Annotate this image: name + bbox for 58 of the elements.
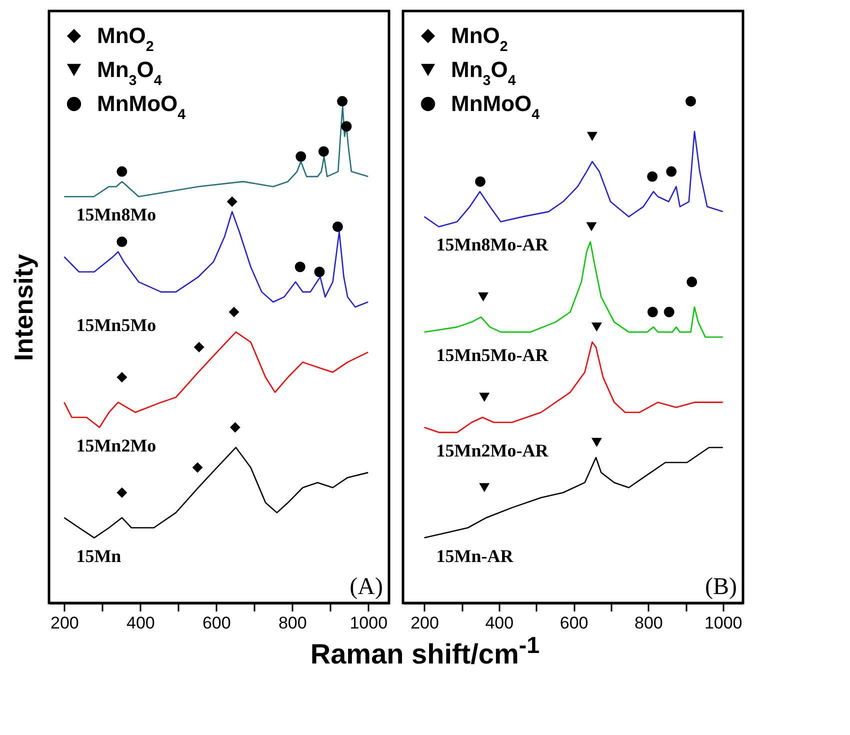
point [116,487,128,498]
series-label: 15Mn2Mo [76,435,156,456]
series-label: 15Mn-AR [436,546,514,566]
point [591,438,602,447]
point [666,166,677,177]
series-label: 15Mn [76,546,122,566]
x-tick-label: 400 [485,614,514,632]
point [647,306,658,318]
legend-label: MnO$_{2}$ [97,23,154,55]
point [686,276,698,288]
legend-label: MnMoO$_{4}$ [97,91,186,123]
point [194,342,204,352]
point [337,96,348,107]
legend-label: MnMoO$_{4}$ [451,91,540,123]
point [294,262,306,272]
x-tick-label: 1000 [350,614,388,632]
legend-label: Mn$_{3}$O$_{4}$ [97,57,162,89]
point [647,171,658,182]
annotation: (A) [350,574,383,600]
point [664,306,674,318]
x-tick-label: 800 [634,614,663,632]
y-axis-title: Intensity [8,254,38,361]
point [686,96,696,107]
series-label: 15Mn2Mo-AR [436,440,550,460]
x-tick-label: 200 [50,614,79,632]
point [314,266,325,278]
x-tick-label: 600 [202,614,231,632]
point [116,236,128,248]
x-axis-title: Raman shift/cm$^{-1}$ [309,632,541,670]
point [586,222,597,232]
point [226,196,238,207]
point [230,422,240,433]
point [475,176,486,187]
x-tick-label: 1000 [704,614,742,632]
legend-label: Mn$_{3}$O$_{4}$ [451,57,516,89]
series-label: 15Mn5Mo [76,315,156,335]
series-label: 15Mn5Mo-AR [436,345,550,366]
point [192,462,203,473]
legend-label: MnO$_{2}$ [451,23,508,55]
point [478,292,488,302]
point [116,372,128,382]
point [296,151,306,162]
point [586,132,598,141]
series-label: 15Mn8Mo [76,204,156,225]
annotation: (B) [705,574,737,600]
point [341,121,352,132]
x-tick-label: 400 [126,614,155,632]
point [591,322,602,332]
point [116,166,128,177]
series-label: 15Mn8Mo-AR [436,234,550,255]
point [332,221,343,232]
x-tick-label: 200 [410,614,439,632]
point [479,483,490,492]
point [479,392,490,402]
point [228,306,240,318]
x-tick-label: 600 [560,614,588,632]
x-tick-label: 800 [278,614,307,632]
point [318,146,329,157]
